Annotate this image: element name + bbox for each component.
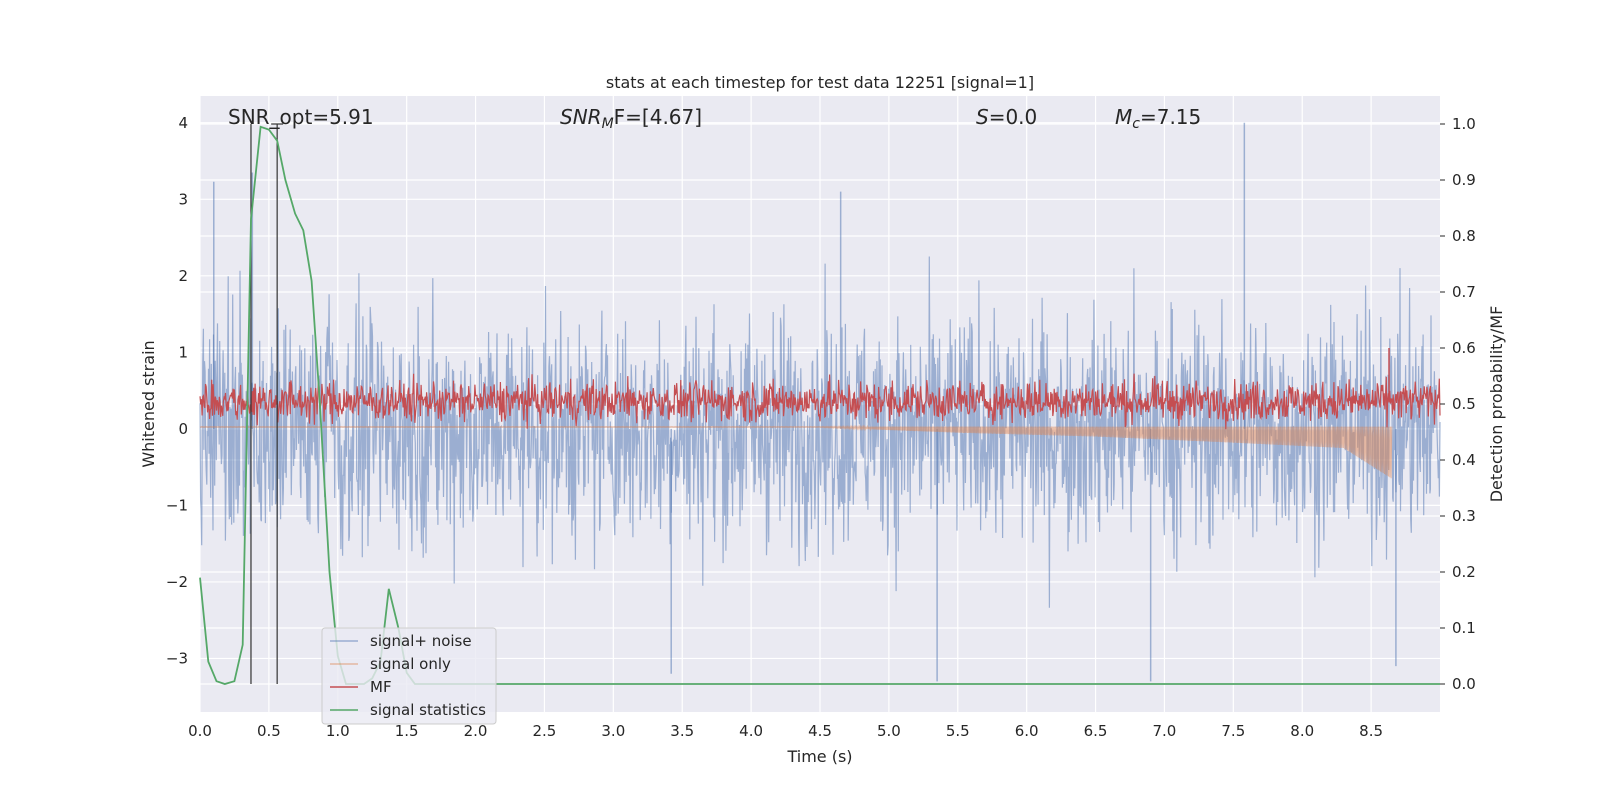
y-tick-label-right: 1.0 <box>1452 115 1476 133</box>
x-tick-label: 6.0 <box>1015 722 1039 740</box>
annotation-mc: Mc=7.15 <box>1115 105 1201 132</box>
x-tick-label: 8.5 <box>1359 722 1383 740</box>
y-tick-label-right: 0.2 <box>1452 563 1476 581</box>
x-tick-label: 4.0 <box>739 722 763 740</box>
grid <box>199 96 1440 712</box>
series-mf <box>199 373 1441 430</box>
y-tick-label-left: −1 <box>166 496 188 514</box>
y-axis-label-left: Whitened strain <box>139 340 158 467</box>
annotation-snr-opt: SNR_opt=5.91 <box>228 105 374 129</box>
y-tick-label-left: −3 <box>166 649 188 667</box>
annotation-snr-mf: SNRMF=[4.67] <box>560 105 702 132</box>
x-tick-label: 3.0 <box>601 722 625 740</box>
y-tick-label-right: 0.6 <box>1452 339 1476 357</box>
annotation-mc-sub: c <box>1132 116 1140 132</box>
y-tick-label-left: 1 <box>178 343 188 361</box>
x-tick-label: 7.0 <box>1153 722 1177 740</box>
x-tick-label: 2.0 <box>464 722 488 740</box>
legend-label-mf: MF <box>370 678 392 696</box>
x-tick-label: 0.0 <box>188 722 212 740</box>
legend: signal+ noise signal only MF signal stat… <box>321 627 497 725</box>
series-signal-only <box>199 424 1393 479</box>
x-tick-label: 8.0 <box>1290 722 1314 740</box>
annotation-snr-mf-value: F=[4.67] <box>614 105 702 129</box>
ticks: 0.0 0.5 1.0 1.5 2.0 2.5 3.0 3.5 4.0 4.5 5.0 5.5 6.0 6… <box>166 114 1476 740</box>
x-tick-label: 4.5 <box>808 722 832 740</box>
legend-box <box>321 627 497 725</box>
legend-label-signal-only: signal only <box>370 655 451 673</box>
y-tick-label-left: 4 <box>178 114 188 132</box>
y-tick-label-right: 0.8 <box>1452 227 1476 245</box>
y-tick-label-left: 2 <box>178 267 188 285</box>
annotation-mc-value: =7.15 <box>1140 105 1201 129</box>
x-tick-label: 1.0 <box>326 722 350 740</box>
x-tick-label: 7.5 <box>1221 722 1245 740</box>
y-tick-label-left: −2 <box>166 573 188 591</box>
y-tick-label-right: 0.4 <box>1452 451 1476 469</box>
x-tick-label: 3.5 <box>670 722 694 740</box>
y-tick-label-right: 0.9 <box>1452 171 1476 189</box>
y-tick-label-left: 3 <box>178 190 188 208</box>
y-axis-label-right: Detection probability/MF <box>1487 306 1506 503</box>
annotation-s-symbol: S <box>976 105 989 129</box>
x-tick-label: 5.5 <box>946 722 970 740</box>
y-tick-label-left: 0 <box>178 420 188 438</box>
annotation-s-value: =0.0 <box>989 105 1038 129</box>
y-tick-label-right: 0.0 <box>1452 675 1476 693</box>
legend-label-signal-statistics: signal statistics <box>370 701 486 719</box>
y-tick-label-right: 0.7 <box>1452 283 1476 301</box>
y-tick-label-right: 0.1 <box>1452 619 1476 637</box>
x-tick-label: 1.5 <box>395 722 419 740</box>
x-tick-label: 2.5 <box>533 722 557 740</box>
annotation-s: S=0.0 <box>976 105 1037 129</box>
x-axis-label: Time (s) <box>786 747 852 766</box>
legend-label-signal-noise: signal+ noise <box>370 632 472 650</box>
annotation-snr-mf-snr: SNR <box>560 105 602 129</box>
y-tick-label-right: 0.3 <box>1452 507 1476 525</box>
annotation-mc-symbol: M <box>1115 105 1132 129</box>
y-tick-label-right: 0.5 <box>1452 395 1476 413</box>
x-tick-label: 6.5 <box>1084 722 1108 740</box>
x-tick-label: 5.0 <box>877 722 901 740</box>
chart-title: stats at each timestep for test data 122… <box>606 73 1034 92</box>
x-tick-label: 0.5 <box>257 722 281 740</box>
annotation-snr-mf-sub: M <box>602 116 614 132</box>
